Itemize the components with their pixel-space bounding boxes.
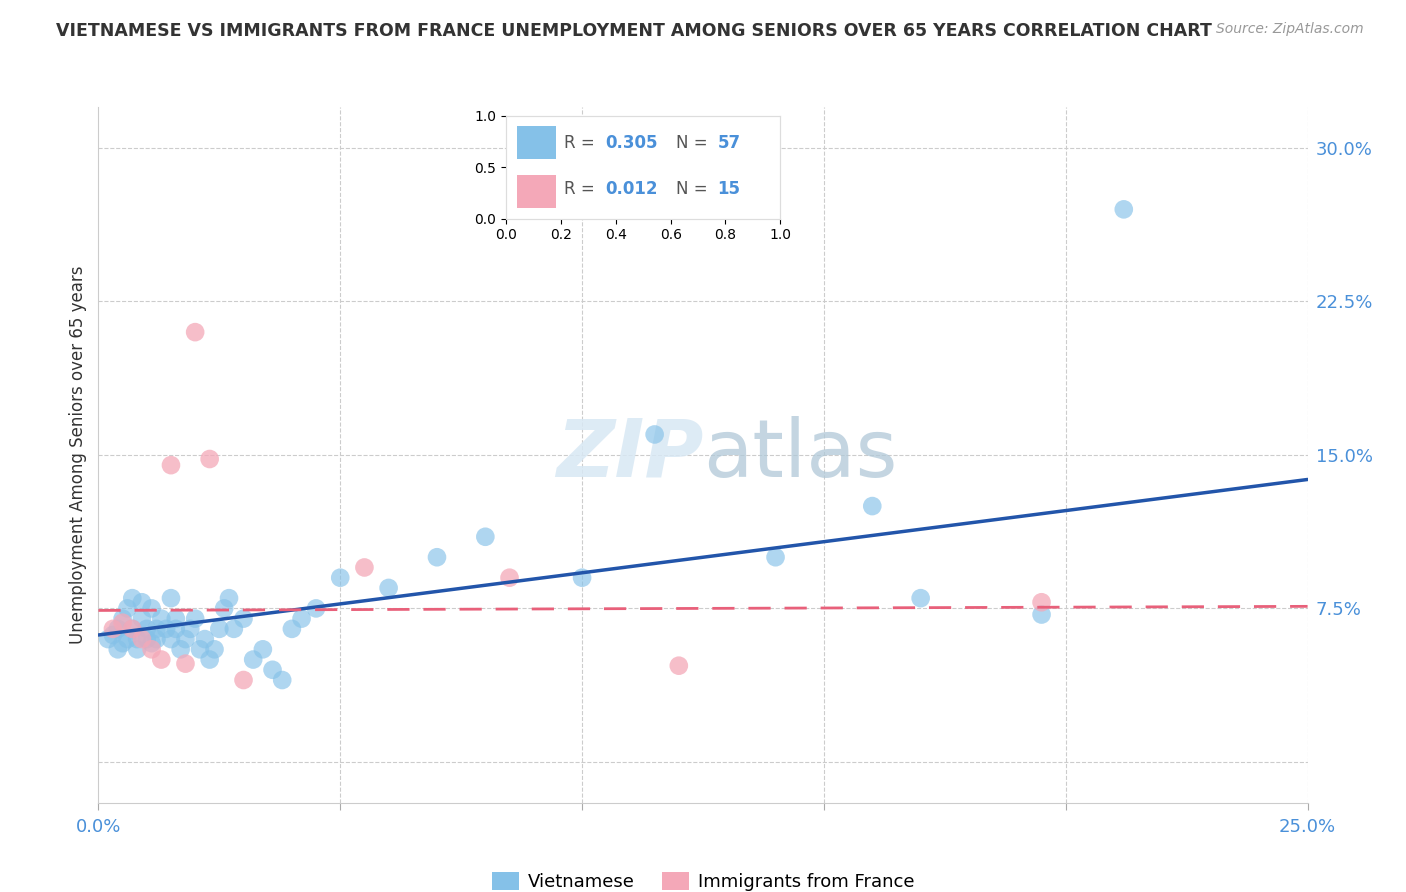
Point (160, 632, 183, 646)
Point (910, 591, 932, 606)
Point (145, 622, 167, 636)
Point (305, 601, 328, 615)
Point (184, 612, 207, 626)
Point (353, 560, 375, 574)
Point (141, 601, 163, 615)
Point (194, 632, 217, 646)
Point (1112, 202, 1135, 217)
Text: atlas: atlas (703, 416, 897, 494)
Point (218, 591, 240, 606)
Text: 0.305: 0.305 (605, 134, 658, 153)
Point (160, 591, 183, 606)
Point (184, 325, 207, 339)
Point (204, 642, 226, 657)
Point (150, 652, 173, 666)
Point (131, 612, 153, 626)
Text: R =: R = (564, 180, 600, 198)
Point (165, 622, 187, 636)
Point (271, 673, 294, 687)
Point (1031, 607, 1053, 622)
Point (174, 657, 197, 671)
Point (150, 612, 173, 626)
Point (135, 622, 157, 636)
Point (155, 622, 177, 636)
Point (208, 622, 231, 636)
Point (188, 642, 211, 657)
Point (198, 652, 221, 666)
Point (111, 612, 134, 626)
Point (107, 622, 129, 636)
Point (252, 642, 274, 657)
Point (141, 642, 163, 657)
Point (232, 612, 254, 626)
Legend: Vietnamese, Immigrants from France: Vietnamese, Immigrants from France (492, 871, 914, 891)
Point (179, 622, 201, 636)
Point (145, 632, 167, 646)
Point (169, 642, 191, 657)
Bar (517, 176, 555, 208)
Text: 15: 15 (717, 180, 741, 198)
Text: N =: N = (676, 134, 713, 153)
Point (121, 622, 143, 636)
Point (97, 632, 120, 646)
Point (1031, 595, 1053, 609)
Bar (517, 126, 555, 159)
Point (222, 622, 245, 636)
Point (281, 622, 304, 636)
Point (765, 550, 787, 565)
Point (131, 595, 153, 609)
Point (262, 663, 284, 677)
Point (498, 571, 520, 585)
Point (107, 642, 129, 657)
Point (111, 636, 134, 650)
Point (121, 591, 143, 606)
Point (135, 632, 157, 646)
Point (860, 499, 883, 513)
Point (131, 632, 153, 646)
Text: Source: ZipAtlas.com: Source: ZipAtlas.com (1216, 22, 1364, 37)
Text: N =: N = (676, 180, 713, 198)
Text: 0.012: 0.012 (605, 180, 658, 198)
Point (117, 632, 139, 646)
Point (101, 622, 124, 636)
Point (377, 581, 399, 595)
Point (242, 652, 264, 666)
Point (329, 571, 352, 585)
Point (174, 632, 197, 646)
Point (290, 612, 312, 626)
Point (141, 636, 163, 650)
Point (160, 458, 183, 472)
Text: R =: R = (564, 134, 600, 153)
Text: VIETNAMESE VS IMMIGRANTS FROM FRANCE UNEMPLOYMENT AMONG SENIORS OVER 65 YEARS CO: VIETNAMESE VS IMMIGRANTS FROM FRANCE UNE… (56, 22, 1212, 40)
Point (232, 673, 254, 687)
Point (111, 615, 134, 630)
Text: 57: 57 (717, 134, 741, 153)
Point (644, 427, 666, 442)
Point (127, 642, 149, 657)
Point (571, 571, 593, 585)
Point (165, 612, 187, 626)
Point (212, 601, 235, 615)
Point (474, 530, 496, 544)
Point (101, 628, 124, 642)
Point (121, 622, 143, 636)
Point (198, 452, 221, 467)
Point (127, 632, 149, 646)
Text: ZIP: ZIP (555, 416, 703, 494)
Point (117, 601, 139, 615)
Y-axis label: Unemployment Among Seniors over 65 years: Unemployment Among Seniors over 65 years (69, 266, 87, 644)
Point (668, 658, 690, 673)
Point (426, 550, 449, 565)
